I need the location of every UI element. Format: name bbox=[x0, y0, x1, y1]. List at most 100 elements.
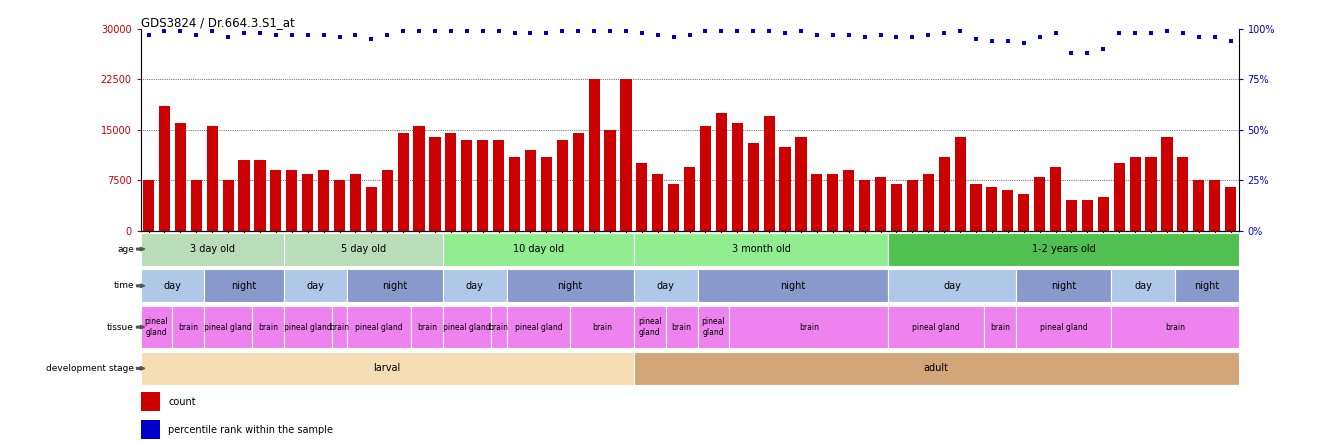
Text: count: count bbox=[169, 397, 195, 407]
Text: 3 day old: 3 day old bbox=[190, 244, 234, 254]
Text: night: night bbox=[557, 281, 582, 291]
Bar bbox=[874, 177, 886, 231]
Text: pineal gland: pineal gland bbox=[284, 323, 332, 332]
Point bbox=[473, 28, 494, 35]
Text: brain: brain bbox=[672, 323, 692, 332]
Bar bbox=[141, 269, 205, 302]
Bar bbox=[347, 306, 411, 348]
Bar bbox=[860, 180, 870, 231]
Text: day: day bbox=[307, 281, 324, 291]
Point bbox=[998, 37, 1019, 44]
Bar bbox=[349, 174, 362, 231]
Bar bbox=[366, 187, 376, 231]
Bar bbox=[206, 127, 218, 231]
Text: night: night bbox=[383, 281, 408, 291]
Bar bbox=[731, 123, 743, 231]
Bar bbox=[1082, 200, 1093, 231]
Point bbox=[1060, 50, 1082, 57]
Bar bbox=[633, 352, 1239, 385]
Bar bbox=[347, 269, 443, 302]
Point bbox=[154, 28, 175, 35]
Bar bbox=[252, 306, 284, 348]
Point bbox=[1204, 33, 1225, 40]
Text: development stage: development stage bbox=[46, 364, 134, 373]
Text: 5 day old: 5 day old bbox=[341, 244, 386, 254]
Point bbox=[679, 32, 700, 39]
Point bbox=[790, 28, 811, 35]
Point bbox=[1014, 40, 1035, 47]
Bar bbox=[698, 306, 730, 348]
Bar bbox=[1174, 269, 1239, 302]
Bar bbox=[795, 136, 806, 231]
Text: pineal gland: pineal gland bbox=[355, 323, 403, 332]
Text: 3 month old: 3 month old bbox=[731, 244, 790, 254]
Bar bbox=[604, 130, 616, 231]
Text: tissue: tissue bbox=[107, 323, 134, 332]
Point bbox=[1157, 28, 1178, 35]
Point bbox=[487, 28, 509, 35]
Point bbox=[1141, 29, 1162, 36]
Text: brain: brain bbox=[489, 323, 509, 332]
Bar bbox=[844, 170, 854, 231]
Point bbox=[217, 33, 238, 40]
Bar bbox=[525, 150, 536, 231]
Bar bbox=[141, 352, 633, 385]
Bar bbox=[541, 157, 552, 231]
Bar bbox=[684, 167, 695, 231]
Bar bbox=[443, 306, 490, 348]
Bar bbox=[1161, 136, 1173, 231]
Point bbox=[297, 32, 319, 39]
Bar bbox=[443, 269, 506, 302]
Point bbox=[600, 28, 621, 35]
Point bbox=[186, 32, 208, 39]
Text: larval: larval bbox=[374, 363, 400, 373]
Text: brain: brain bbox=[416, 323, 437, 332]
Point bbox=[424, 28, 446, 35]
Bar bbox=[923, 174, 933, 231]
Point bbox=[441, 28, 462, 35]
Text: pineal
gland: pineal gland bbox=[145, 317, 169, 337]
Bar bbox=[747, 143, 759, 231]
Bar bbox=[1114, 163, 1125, 231]
Bar bbox=[382, 170, 392, 231]
Bar bbox=[303, 174, 313, 231]
Point bbox=[854, 33, 876, 40]
Point bbox=[1077, 50, 1098, 57]
Bar bbox=[332, 306, 347, 348]
Bar bbox=[205, 306, 252, 348]
Bar bbox=[1111, 269, 1174, 302]
Text: time: time bbox=[114, 281, 134, 290]
Bar bbox=[141, 233, 284, 266]
Point bbox=[615, 28, 636, 35]
Bar bbox=[716, 113, 727, 231]
Bar bbox=[730, 306, 889, 348]
Point bbox=[981, 37, 1003, 44]
Bar bbox=[173, 306, 205, 348]
Bar bbox=[889, 306, 984, 348]
Point bbox=[201, 28, 222, 35]
Text: pineal
gland: pineal gland bbox=[637, 317, 661, 337]
Point bbox=[949, 28, 971, 35]
Point bbox=[584, 28, 605, 35]
Bar bbox=[1225, 187, 1236, 231]
Text: adult: adult bbox=[924, 363, 949, 373]
Point bbox=[408, 28, 430, 35]
Point bbox=[901, 33, 923, 40]
Bar bbox=[589, 79, 600, 231]
Text: GDS3824 / Dr.664.3.S1_at: GDS3824 / Dr.664.3.S1_at bbox=[141, 16, 295, 29]
Bar bbox=[1193, 180, 1204, 231]
Point bbox=[1125, 29, 1146, 36]
Bar bbox=[254, 160, 265, 231]
Point bbox=[520, 29, 541, 36]
Text: night: night bbox=[781, 281, 806, 291]
Bar bbox=[287, 170, 297, 231]
Text: brain: brain bbox=[990, 323, 1010, 332]
Point bbox=[758, 28, 779, 35]
Point bbox=[727, 28, 749, 35]
Bar bbox=[222, 180, 234, 231]
Bar bbox=[573, 133, 584, 231]
Bar bbox=[443, 233, 633, 266]
Text: brain: brain bbox=[799, 323, 819, 332]
Point bbox=[1172, 29, 1193, 36]
Point bbox=[1109, 29, 1130, 36]
